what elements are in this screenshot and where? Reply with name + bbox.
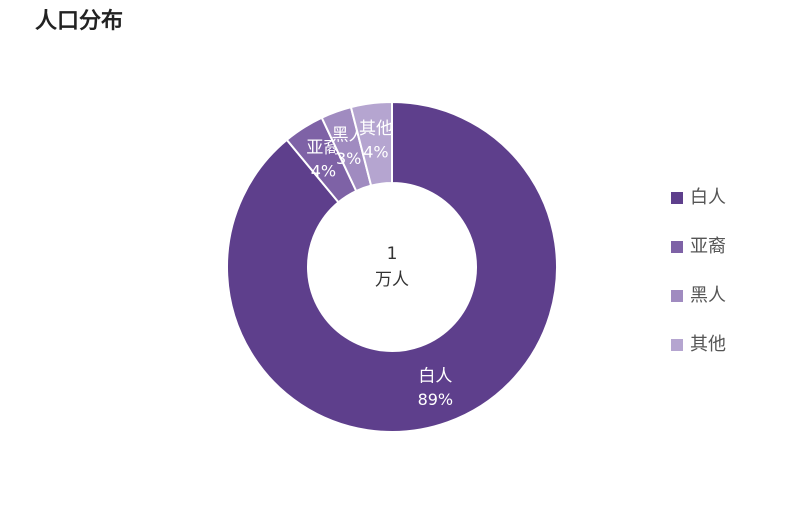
value-label: 4% <box>363 143 388 162</box>
chart-title: 人口分布 <box>35 8 123 34</box>
slice <box>349 100 393 187</box>
value-label: 3% <box>336 149 361 168</box>
legend-swatch <box>671 241 683 253</box>
center-label: 万人 <box>375 270 409 290</box>
slice-label: 亚裔 <box>306 138 340 158</box>
center-value: 1 <box>387 244 398 264</box>
slice-label: 其他 <box>359 119 393 139</box>
value-label: 89% <box>418 390 454 409</box>
legend-label: 其他 <box>690 334 726 355</box>
legend-label: 黑人 <box>690 285 726 306</box>
legend-swatch <box>671 192 683 204</box>
legend-label: 白人 <box>690 187 726 208</box>
legend-swatch <box>671 339 683 351</box>
legend-swatch <box>671 290 683 302</box>
legend-label: 亚裔 <box>690 236 726 257</box>
slice <box>226 100 558 433</box>
slice-label: 白人 <box>418 366 452 386</box>
value-label: 4% <box>311 161 336 180</box>
